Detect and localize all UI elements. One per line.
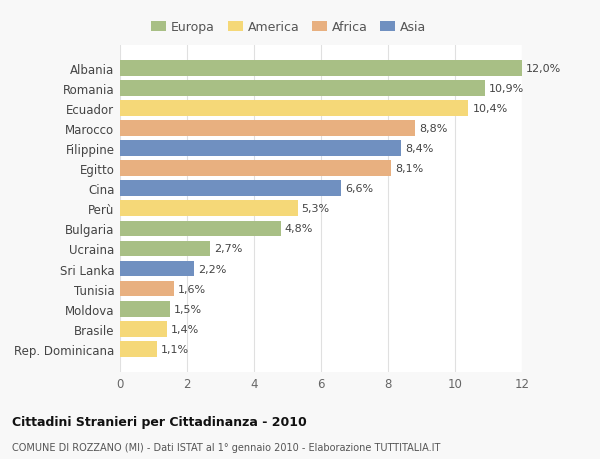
Bar: [120, 341, 157, 357]
Text: 1,6%: 1,6%: [178, 284, 206, 294]
Bar: [120, 61, 522, 76]
Bar: [120, 241, 211, 257]
Text: 8,8%: 8,8%: [419, 123, 447, 134]
Text: Cittadini Stranieri per Cittadinanza - 2010: Cittadini Stranieri per Cittadinanza - 2…: [12, 415, 307, 428]
Text: 10,4%: 10,4%: [472, 104, 508, 114]
Text: 10,9%: 10,9%: [489, 84, 524, 94]
Bar: [120, 281, 173, 297]
Bar: [120, 121, 415, 136]
Text: 6,6%: 6,6%: [345, 184, 373, 194]
Text: 2,7%: 2,7%: [214, 244, 243, 254]
Text: 12,0%: 12,0%: [526, 63, 561, 73]
Legend: Europa, America, Africa, Asia: Europa, America, Africa, Asia: [146, 16, 431, 39]
Bar: [120, 101, 469, 117]
Bar: [120, 81, 485, 96]
Text: 1,5%: 1,5%: [174, 304, 202, 314]
Text: 5,3%: 5,3%: [302, 204, 329, 214]
Bar: [120, 221, 281, 237]
Text: COMUNE DI ROZZANO (MI) - Dati ISTAT al 1° gennaio 2010 - Elaborazione TUTTITALIA: COMUNE DI ROZZANO (MI) - Dati ISTAT al 1…: [12, 442, 440, 452]
Text: 8,4%: 8,4%: [406, 144, 434, 154]
Text: 1,1%: 1,1%: [161, 344, 189, 354]
Text: 1,4%: 1,4%: [171, 324, 199, 334]
Bar: [120, 261, 194, 277]
Bar: [120, 141, 401, 157]
Bar: [120, 321, 167, 337]
Bar: [120, 301, 170, 317]
Text: 4,8%: 4,8%: [285, 224, 313, 234]
Bar: [120, 181, 341, 196]
Bar: [120, 201, 298, 217]
Bar: [120, 161, 391, 177]
Text: 8,1%: 8,1%: [395, 164, 424, 174]
Text: 2,2%: 2,2%: [198, 264, 226, 274]
